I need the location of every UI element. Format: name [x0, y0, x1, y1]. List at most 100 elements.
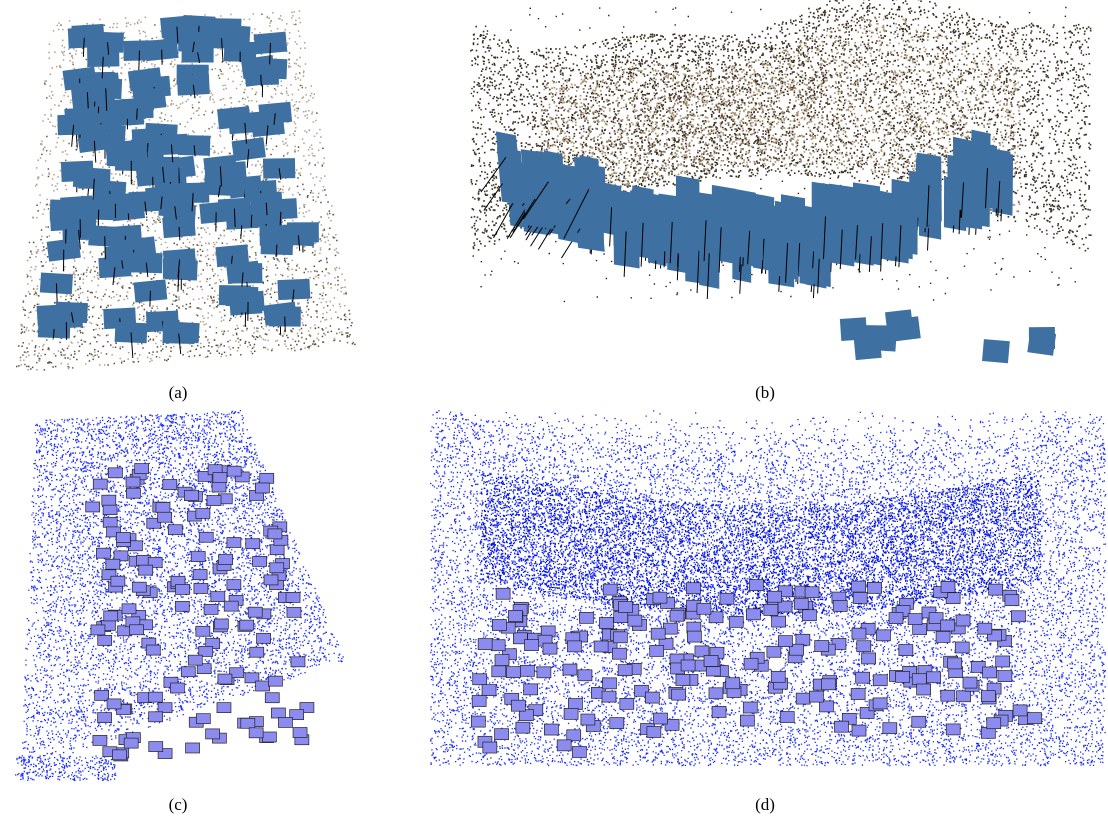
camera	[285, 592, 301, 603]
camera-ray	[669, 221, 673, 264]
camera-ray	[233, 208, 236, 228]
camera	[1027, 330, 1057, 356]
camera	[650, 627, 666, 640]
camera	[88, 225, 122, 248]
camera	[269, 562, 285, 574]
camera	[259, 472, 275, 484]
camera	[926, 671, 941, 684]
camera	[855, 671, 871, 684]
camera	[740, 714, 755, 727]
camera	[148, 711, 163, 723]
camera	[145, 184, 180, 209]
camera	[145, 644, 161, 656]
camera-ray	[101, 56, 104, 79]
point-cloud	[15, 755, 117, 782]
camera-ray	[985, 167, 989, 209]
camera-ray	[192, 41, 195, 53]
camera	[162, 479, 178, 490]
camera-ray	[191, 192, 194, 212]
camera-ray	[197, 52, 201, 63]
camera	[106, 526, 121, 538]
panel-d	[430, 410, 1107, 767]
camera	[653, 712, 668, 725]
camera	[851, 627, 867, 640]
camera	[148, 741, 164, 752]
camera	[795, 633, 811, 646]
camera	[97, 635, 113, 646]
camera-ray	[898, 225, 902, 268]
camera	[696, 602, 712, 615]
camera	[981, 690, 996, 702]
camera	[519, 709, 534, 721]
camera	[687, 630, 702, 643]
camera	[494, 654, 510, 666]
camera-ray	[297, 235, 301, 251]
camera	[472, 673, 488, 686]
camera-ray	[706, 253, 710, 300]
camera	[850, 688, 866, 700]
camera	[793, 597, 809, 610]
camera	[882, 722, 898, 735]
camera	[252, 556, 267, 567]
camera	[916, 683, 931, 696]
camera-ray	[273, 113, 276, 125]
camera	[708, 611, 724, 624]
camera-ray	[55, 283, 58, 304]
camera	[197, 471, 213, 482]
camera	[808, 690, 824, 703]
camera	[861, 652, 876, 665]
camera	[138, 564, 154, 576]
camera	[195, 713, 211, 725]
camera	[945, 723, 961, 736]
camera	[495, 587, 511, 600]
camera-ray	[105, 88, 108, 111]
camera	[101, 494, 117, 506]
camera	[955, 614, 971, 627]
camera	[928, 612, 944, 624]
camera-ray	[178, 226, 181, 241]
camera	[599, 617, 614, 629]
camera	[195, 625, 211, 637]
camera	[102, 504, 118, 516]
camera	[286, 606, 302, 618]
point-cloud	[480, 471, 1042, 617]
camera-ray	[219, 166, 223, 187]
camera	[157, 748, 173, 759]
camera	[627, 614, 643, 627]
camera	[193, 583, 209, 594]
camera	[90, 624, 106, 636]
camera	[212, 472, 228, 483]
camera	[125, 476, 141, 488]
camera	[203, 174, 237, 197]
camera	[778, 635, 793, 648]
camera-ray	[130, 332, 134, 357]
camera	[566, 729, 582, 742]
camera	[131, 581, 147, 593]
camera	[271, 707, 286, 719]
camera	[226, 537, 242, 548]
camera	[851, 724, 867, 737]
camera	[105, 558, 121, 570]
camera	[508, 610, 523, 622]
camera-ray	[855, 225, 859, 260]
camera	[1027, 712, 1042, 724]
camera	[490, 639, 506, 652]
camera-ray	[839, 229, 843, 270]
camera-ray	[174, 206, 177, 220]
camera	[70, 80, 105, 104]
camera	[947, 657, 963, 670]
camera	[997, 670, 1013, 682]
camera	[719, 592, 735, 605]
camera	[520, 664, 535, 677]
camera	[278, 717, 293, 728]
camera	[101, 569, 117, 581]
camera-ray	[192, 84, 196, 99]
camera	[867, 582, 882, 594]
camera	[954, 641, 970, 654]
camera-ray	[70, 312, 74, 323]
camera-ray	[86, 92, 89, 109]
camera	[167, 524, 183, 536]
camera	[55, 301, 88, 324]
camera	[240, 717, 256, 729]
camera	[116, 704, 131, 715]
